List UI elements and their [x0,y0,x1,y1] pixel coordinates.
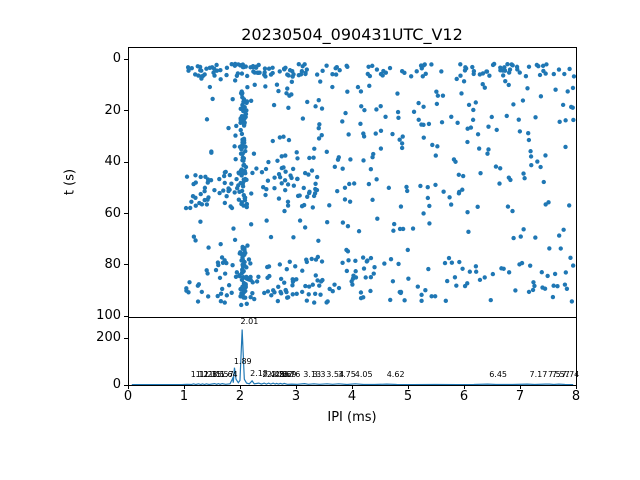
x-tick [407,385,409,389]
histogram-panel [128,317,577,386]
peak-annotation: 2.4 [262,369,276,379]
y-tick-hist [124,337,128,339]
y-tick-label-hist: 200 [96,330,121,346]
x-tick-label: 4 [347,389,357,404]
peak-annotation: 1.89 [233,357,252,367]
y-axis-label-scatter: t (s) [62,168,78,196]
x-tick [183,385,185,389]
peak-annotation: 2.76 [282,369,301,379]
y-tick-label-scatter: 40 [104,154,121,170]
y-tick-scatter [124,58,128,60]
x-tick [127,385,129,389]
x-tick-label: 3 [291,389,301,404]
peak-annotation: 1.28 [199,369,218,379]
peak-annotation: 3.13 [303,369,322,379]
x-tick [519,385,521,389]
peak-annotation: 7.74 [561,369,580,379]
peak-annotation: 2.18 [250,368,268,378]
y-tick-scatter [124,213,128,214]
peak-annotation: 2.56 [271,369,290,379]
peak-annotation: 3.75 [338,369,356,379]
peak-annotation: 1.5 [212,369,225,379]
scatter-panel [128,47,577,318]
peak-annotation: 6.45 [489,369,507,379]
peak-annotation: 4.62 [386,369,405,379]
y-tick-label-hist: 0 [112,377,121,392]
y-tick-label-scatter: 0 [112,51,121,67]
x-tick-label: 5 [403,389,413,404]
peak-annotation: 3.54 [326,369,345,379]
peak-annotation: 3.3 [312,369,326,379]
y-tick-label-scatter: 60 [104,205,121,221]
x-tick-label: 2 [235,389,245,404]
x-tick [239,385,241,389]
chart-title: 20230504_090431UTC_V12 [241,25,463,44]
peak-annotation: 4.05 [354,369,373,379]
peak-annotation: 1.64 [219,369,238,379]
peak-annotation: 1.12 [190,369,209,379]
x-tick-label: 1 [179,389,189,404]
y-tick-scatter [124,315,128,317]
peak-annotation: 7.57 [551,369,570,379]
x-tick [463,385,465,389]
x-tick [575,385,577,389]
y-tick-scatter [124,161,128,163]
y-tick-label-scatter: 80 [104,256,121,272]
y-tick-hist [124,384,128,386]
x-axis-label: IPI (ms) [327,410,377,425]
peak-annotation: 2.01 [240,317,259,327]
x-tick-label: 6 [459,389,469,404]
peak-annotation: 1.21 [195,369,214,379]
peak-annotation: 1.35 [203,369,222,379]
peak-annotation: 2.69 [278,369,297,379]
y-tick-label-scatter: 20 [104,102,121,118]
x-tick-label: 7 [515,389,525,404]
peak-annotation: 7.17 [529,369,548,379]
peak-annotation: 7.5 [548,369,561,379]
y-tick-scatter [124,264,128,266]
y-tick-scatter [124,110,128,112]
peak-annotation: 2.62 [274,369,293,379]
x-tick [295,385,297,389]
y-tick-label-scatter: 100 [96,308,121,324]
x-tick-label: 0 [123,389,133,404]
scatter-points [183,61,576,308]
histogram-line [131,329,574,385]
x-tick-label: 8 [571,389,581,404]
peak-annotation: 2.48 [266,369,285,379]
peak-annotation: 1.57 [215,369,234,379]
x-tick [351,385,353,389]
